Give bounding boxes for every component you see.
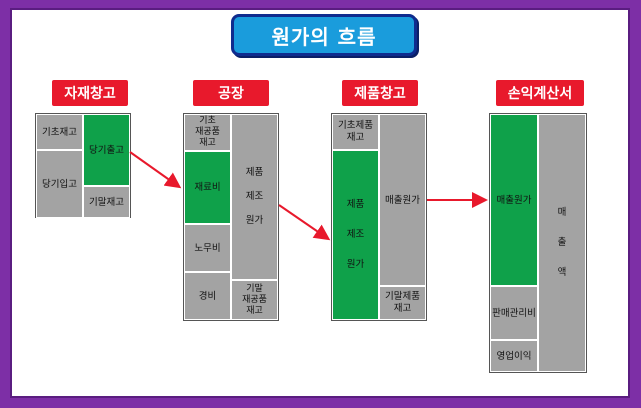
income-statement-column: 매출원가 판매관리비 영업이익 매 출 액 [489, 113, 587, 373]
factory-header: 공장 [193, 80, 269, 106]
fg-cogs-cell: 매출원가 [379, 114, 426, 286]
arrow-factory-to-finished-goods [278, 204, 331, 241]
is-operating-income-cell: 영업이익 [490, 340, 538, 372]
finished-goods-column: 기초제품 재고 제품 제조 원가 매출원가 기말제품 재고 [331, 113, 427, 321]
factory-ending-wip-cell: 기말 재공품 재고 [231, 280, 278, 320]
is-sales-cell: 매 출 액 [538, 114, 586, 372]
fg-manufactured-cell: 제품 제조 원가 [332, 150, 379, 320]
factory-beginning-wip-cell: 기초 재공품 재고 [184, 114, 231, 151]
materials-beginning-cell: 기초재고 [36, 114, 83, 150]
arrow-materials-to-factory [129, 151, 182, 189]
materials-header: 자재창고 [52, 80, 128, 106]
factory-manufactured-cell: 제품 제조 원가 [231, 114, 278, 280]
fg-beginning-cell: 기초제품 재고 [332, 114, 379, 150]
materials-ending-cell: 기말재고 [83, 186, 130, 218]
income-statement-header: 손익계산서 [496, 80, 584, 106]
factory-column: 기초 재공품 재고 재료비 노무비 경비 제품 제조 원가 기말 재공품 재고 [183, 113, 279, 321]
factory-overhead-cell: 경비 [184, 272, 231, 320]
factory-materials-cell: 재료비 [184, 151, 231, 224]
diagram-title: 원가의 흐름 [231, 14, 417, 56]
materials-column: 기초재고 당기입고 당기출고 기말재고 [35, 113, 131, 218]
is-cogs-cell: 매출원가 [490, 114, 538, 286]
finished-goods-header: 제품창고 [342, 80, 418, 106]
materials-issued-cell: 당기출고 [83, 114, 130, 186]
materials-purchases-cell: 당기입고 [36, 150, 83, 218]
fg-ending-cell: 기말제품 재고 [379, 286, 426, 320]
factory-labor-cell: 노무비 [184, 224, 231, 272]
is-sga-cell: 판매관리비 [490, 286, 538, 340]
